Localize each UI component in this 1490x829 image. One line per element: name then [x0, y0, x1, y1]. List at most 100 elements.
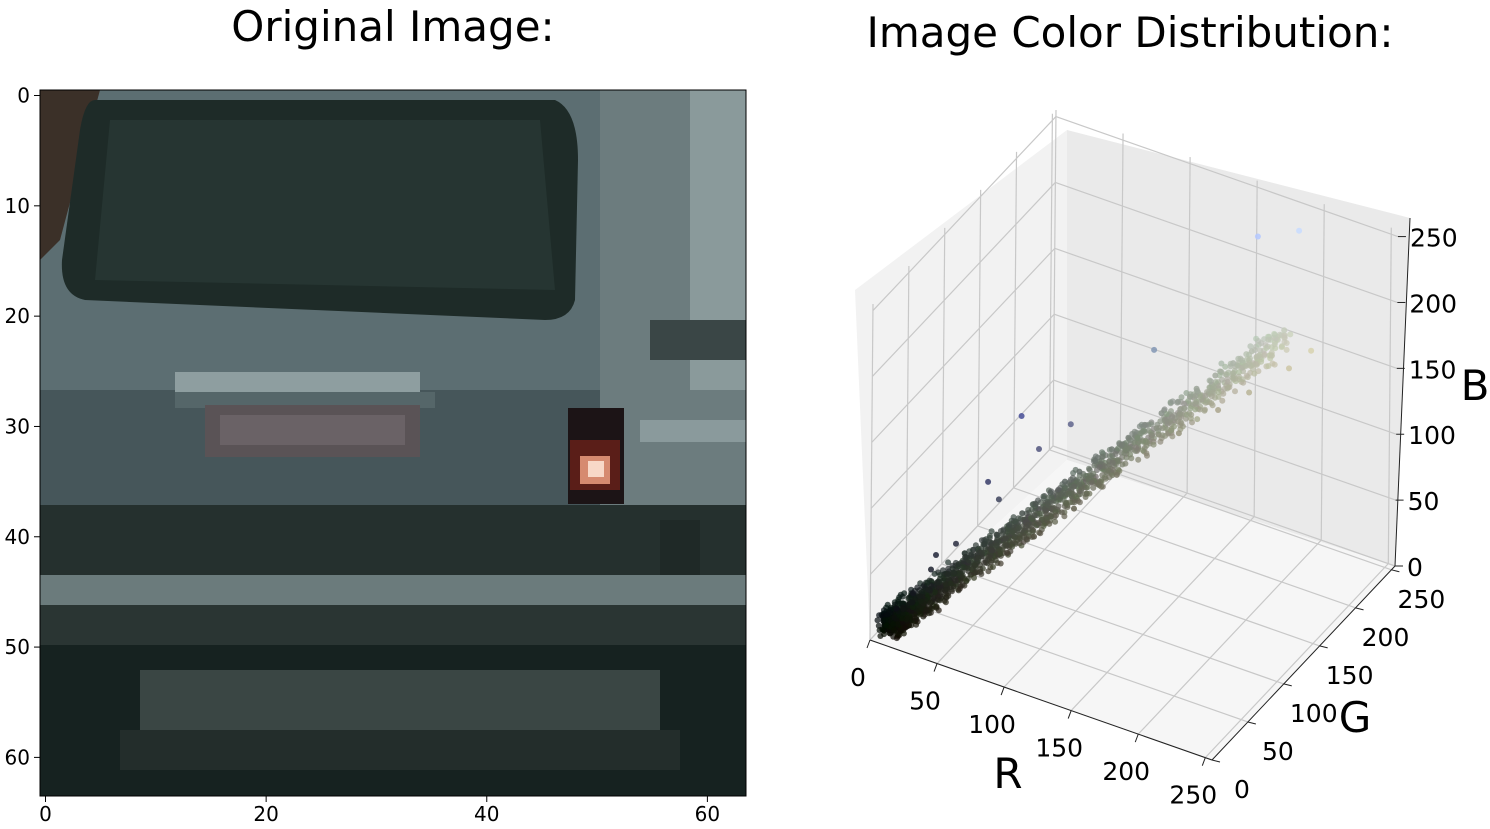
scatter-point — [1187, 393, 1193, 400]
scatter-point — [981, 541, 988, 548]
scatter-point — [1163, 411, 1170, 417]
left-y-tick-label: 10 — [5, 194, 30, 218]
r-tick — [1067, 710, 1072, 719]
scatter-point — [1096, 463, 1103, 470]
scatter-point — [995, 496, 1002, 503]
scatter-point — [917, 611, 924, 618]
scatter-point — [993, 542, 1000, 549]
scatter-point — [1183, 411, 1190, 418]
scatter-point — [1230, 360, 1237, 367]
scatter-point — [1082, 494, 1089, 500]
scatter-point — [883, 611, 890, 618]
scatter-point — [1040, 493, 1047, 500]
scatter-point — [1257, 347, 1264, 354]
scatter-point — [1150, 441, 1157, 448]
scatter-point — [1203, 397, 1210, 404]
scatter-point — [1222, 363, 1229, 370]
scatter-point — [945, 565, 952, 572]
scatter-point — [1006, 522, 1012, 528]
scatter-point — [1141, 421, 1148, 428]
r-tick-label: 0 — [850, 663, 866, 692]
scatter-point — [933, 552, 939, 558]
scatter-point — [994, 536, 1001, 543]
scatter-point — [1139, 428, 1146, 435]
scatter-point — [985, 478, 992, 485]
scatter-point — [1003, 549, 1010, 556]
scatter-point — [894, 621, 901, 628]
scatter-point — [1085, 475, 1092, 482]
left-x-tick-label: 40 — [474, 802, 499, 826]
scatter-point — [1247, 343, 1254, 350]
scatter-point — [1208, 393, 1215, 400]
scatter-point — [1212, 379, 1219, 385]
scatter-point — [1037, 510, 1044, 517]
scatter-point — [903, 614, 910, 621]
scatter-point — [874, 617, 881, 624]
scatter-point — [988, 547, 995, 554]
scatter-point — [964, 565, 971, 572]
scatter-point — [1109, 459, 1116, 466]
scatter-point — [1236, 369, 1242, 376]
scatter-point — [899, 615, 906, 622]
b-tick-label: 50 — [1408, 487, 1440, 516]
scatter-point — [1209, 402, 1216, 409]
scatter-point — [1018, 413, 1025, 419]
scatter-point — [1104, 467, 1111, 474]
scatter-point — [1134, 435, 1141, 441]
scatter-point — [1131, 428, 1138, 435]
scatter-point — [925, 586, 932, 593]
scatter-point — [1058, 509, 1065, 516]
scatter-point — [993, 531, 1000, 538]
scatter-point — [1109, 466, 1116, 473]
scatter-point — [1032, 501, 1039, 508]
scatter-point — [1281, 332, 1288, 339]
r-tick — [866, 639, 871, 649]
scatter-point — [900, 606, 907, 612]
left-y-tick-label: 30 — [5, 414, 30, 438]
scatter-point — [1096, 482, 1103, 489]
g-tick-label: 50 — [1262, 737, 1294, 766]
scatter-point — [971, 574, 977, 581]
3d-axes — [855, 109, 1411, 761]
scatter-point — [1181, 405, 1188, 412]
scatter-point — [1003, 541, 1009, 548]
scatter-point — [1271, 341, 1278, 348]
scatter-point — [1112, 451, 1119, 457]
scatter-point — [1135, 456, 1142, 463]
pane-left — [855, 130, 1067, 640]
scatter-point — [1046, 520, 1053, 527]
scatter-point — [1169, 398, 1176, 405]
scatter-point — [1052, 518, 1059, 525]
scatter-point — [983, 536, 990, 543]
scatter-point — [1067, 421, 1074, 428]
scatter-point — [1125, 434, 1132, 441]
scatter-point — [1002, 535, 1009, 542]
scatter-point — [1135, 439, 1142, 446]
scatter-point — [1181, 400, 1188, 407]
scatter-point — [1139, 447, 1146, 454]
scatter-point — [1010, 514, 1017, 521]
scatter-point — [1175, 430, 1182, 437]
scatter-point — [893, 605, 900, 612]
right-plot-title: Image Color Distribution: — [866, 8, 1394, 57]
r-tick — [1201, 757, 1206, 766]
scatter-point — [1151, 346, 1158, 353]
x-axis-label: R — [993, 749, 1022, 798]
scatter-point — [947, 580, 954, 587]
scatter-point — [1090, 484, 1097, 491]
left-y-tick-label: 0 — [17, 84, 30, 108]
scatter-point — [975, 555, 982, 562]
left-axis-ticks: 0 20 40 60 0 10 20 30 40 50 60 — [5, 84, 721, 826]
scatter-point — [1031, 533, 1037, 540]
g-tick-label: 0 — [1234, 775, 1250, 804]
scatter-point — [978, 549, 985, 556]
scatter-point — [1108, 446, 1115, 453]
scatter-point — [918, 597, 924, 604]
scatter-point — [1224, 378, 1231, 385]
scatter-point — [953, 540, 959, 547]
left-y-tick-label: 50 — [5, 635, 30, 659]
scatter-point — [1254, 233, 1261, 240]
scatter-point — [927, 599, 934, 606]
scatter-point — [931, 570, 938, 577]
scatter-point — [981, 559, 988, 566]
